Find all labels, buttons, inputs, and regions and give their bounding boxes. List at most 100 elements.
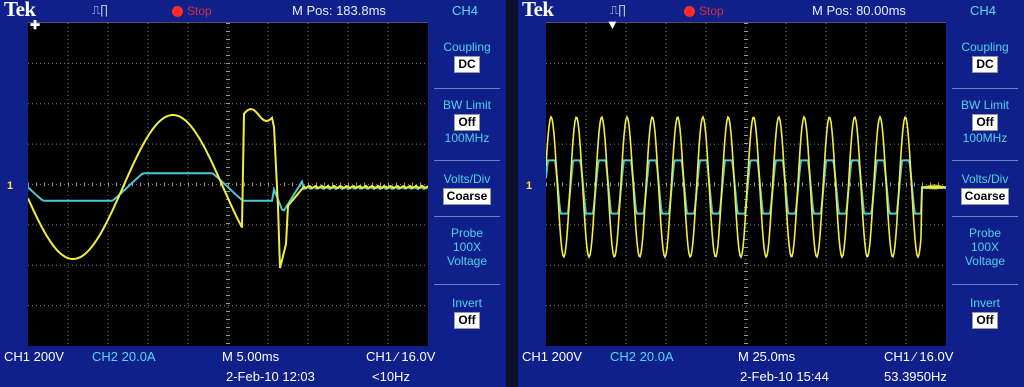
grid-dot	[650, 62, 651, 64]
grid-dot	[68, 305, 69, 307]
grid-dot	[670, 184, 671, 185]
grid-dot	[566, 103, 567, 105]
center-axis-tick	[92, 182, 93, 187]
grid-dot	[387, 151, 389, 152]
grid-dot	[585, 223, 587, 224]
coupling-menu-button[interactable]: Coupling DC	[430, 40, 504, 73]
menu-channel-tag: CH4	[452, 3, 479, 18]
bw-limit-menu-button[interactable]: BW Limit Off 100MHz	[430, 98, 504, 145]
grid-dot	[785, 167, 787, 168]
grid-dot	[585, 279, 587, 280]
grid-dot	[267, 219, 269, 220]
grid-dot	[187, 135, 189, 136]
grid-dot	[585, 119, 587, 120]
grid-dot	[180, 305, 181, 307]
grid-dot	[905, 267, 907, 268]
grid-dot	[582, 305, 583, 307]
grid-dot	[625, 215, 627, 216]
grid-dot	[846, 305, 847, 307]
bw-limit-menu-button[interactable]: BW Limit Off 100MHz	[948, 98, 1022, 145]
grid-dot	[825, 207, 827, 208]
grid-dot	[665, 127, 667, 128]
grid-dot	[67, 31, 69, 32]
center-axis-tick	[226, 247, 230, 248]
grid-dot	[585, 215, 587, 216]
grid-dot	[387, 195, 389, 196]
grid-dot	[412, 224, 413, 226]
grid-dot	[307, 139, 309, 140]
grid-dot	[630, 264, 631, 266]
invert-menu-button[interactable]: Invert Off	[430, 296, 504, 329]
grid-dot	[320, 224, 321, 226]
grid-dot	[267, 235, 269, 236]
grid-dot	[116, 143, 117, 145]
center-axis-tick	[914, 182, 915, 187]
grid-dot	[284, 224, 285, 226]
grid-dot	[224, 305, 225, 307]
grid-dot	[420, 143, 421, 145]
grid-dot	[585, 55, 587, 56]
grid-dot	[585, 311, 587, 312]
grid-dot	[187, 283, 189, 284]
grid-dot	[585, 171, 587, 172]
grid-dot	[665, 43, 667, 44]
grid-dot	[416, 264, 417, 266]
grid-dot	[705, 239, 707, 240]
grid-dot	[890, 305, 891, 307]
grid-dot	[196, 264, 197, 266]
grid-dot	[834, 143, 835, 145]
grid-dot	[785, 79, 787, 80]
grid-dot	[625, 175, 627, 176]
grid-dot	[216, 305, 217, 307]
grid-dot	[825, 299, 827, 300]
grid-dot	[107, 227, 109, 228]
grid-dot	[850, 305, 851, 307]
probe-menu-button[interactable]: Probe 100X Voltage	[430, 226, 504, 268]
grid-dot	[730, 264, 731, 266]
grid-dot	[187, 219, 189, 220]
grid-dot	[344, 305, 345, 307]
grid-dot	[905, 211, 907, 212]
center-axis-tick	[922, 182, 923, 187]
grid-dot	[705, 127, 707, 128]
grid-dot	[698, 103, 699, 105]
grid-dot	[825, 323, 827, 324]
grid-dot	[307, 115, 309, 116]
volts-div-menu-button[interactable]: Volts/Div Coarse	[948, 172, 1022, 205]
grid-dot	[80, 305, 81, 307]
center-axis-tick	[252, 182, 253, 187]
grid-dot	[200, 62, 201, 64]
probe-menu-button[interactable]: Probe 100X Voltage	[948, 226, 1022, 268]
grid-dot	[188, 103, 189, 105]
grid-dot	[658, 62, 659, 64]
grid-dot	[585, 71, 587, 72]
grid-dot	[347, 215, 349, 216]
grid-dot	[678, 305, 679, 307]
grid-dot	[387, 39, 389, 40]
grid-dot	[387, 119, 389, 120]
center-axis-tick	[226, 223, 230, 224]
grid-dot	[336, 264, 337, 266]
grid-dot	[307, 311, 309, 312]
invert-menu-button[interactable]: Invert Off	[948, 296, 1022, 329]
grid-dot	[67, 211, 69, 212]
grid-dot	[770, 143, 771, 145]
grid-dot	[625, 303, 627, 304]
grid-dot	[650, 103, 651, 105]
grid-dot	[905, 71, 907, 72]
grid-dot	[267, 95, 269, 96]
grid-dot	[276, 103, 277, 105]
grid-dot	[147, 47, 149, 48]
grid-dot	[690, 224, 691, 226]
volts-div-menu-button[interactable]: Volts/Div Coarse	[430, 172, 504, 205]
grid-dot	[307, 307, 309, 308]
grid-dot	[147, 79, 149, 80]
grid-dot	[376, 143, 377, 145]
grid-dot	[160, 264, 161, 266]
grid-dot	[116, 224, 117, 226]
grid-dot	[32, 264, 33, 266]
grid-dot	[822, 305, 823, 307]
coupling-menu-button[interactable]: Coupling DC	[948, 40, 1022, 73]
grid-dot	[570, 224, 571, 226]
grid-dot	[67, 227, 69, 228]
